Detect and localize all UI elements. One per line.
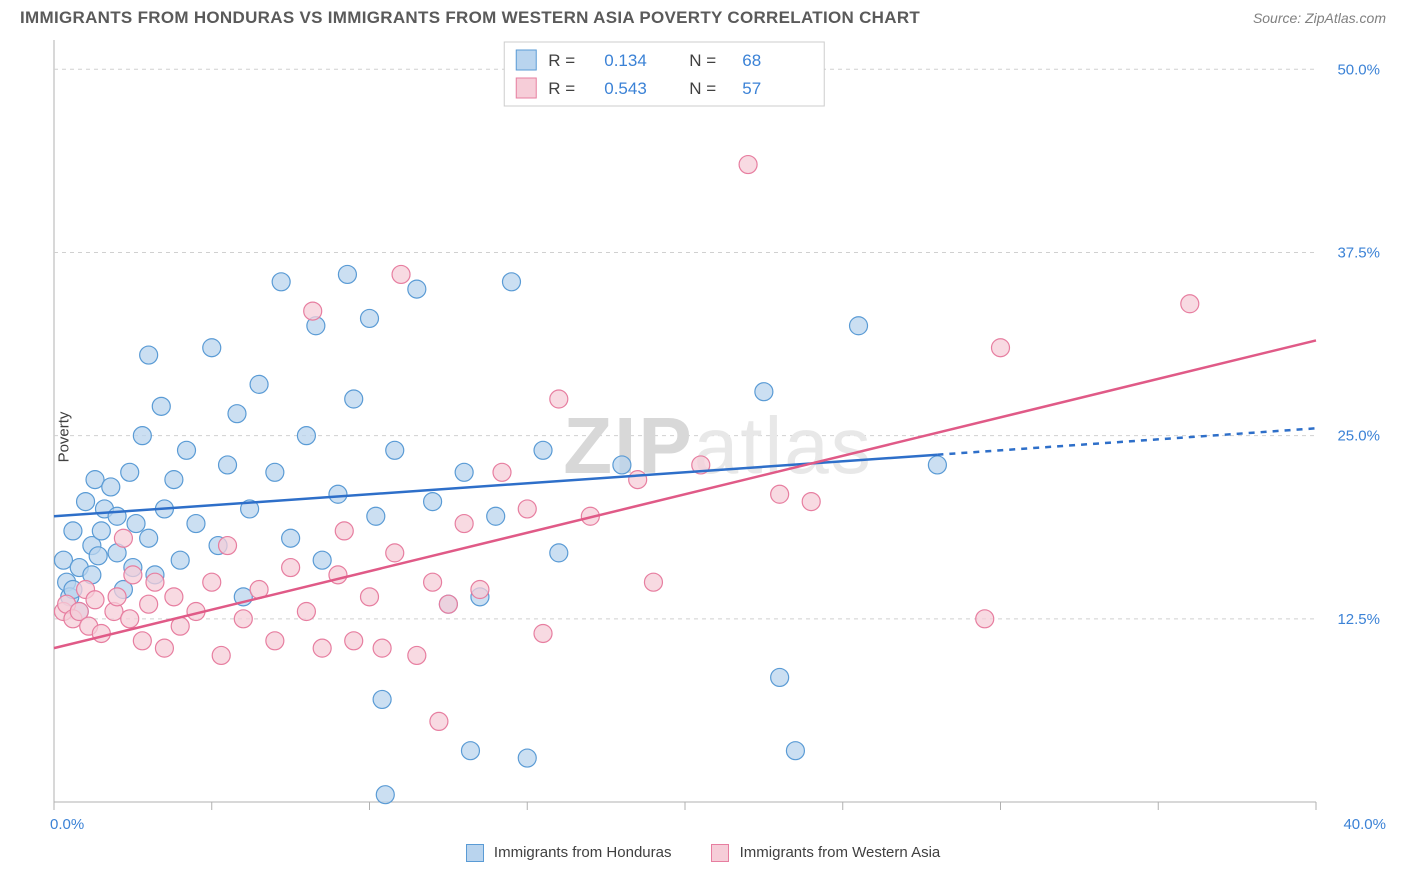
scatter-plot: 12.5%25.0%37.5%50.0%ZIPatlasR =0.134N =6… [50,36,1386,816]
chart-title: IMMIGRANTS FROM HONDURAS VS IMMIGRANTS F… [20,8,920,28]
svg-text:R =: R = [548,79,575,98]
legend-item-honduras: Immigrants from Honduras [466,844,672,862]
source-attribution: Source: ZipAtlas.com [1253,10,1386,26]
svg-text:37.5%: 37.5% [1337,244,1380,261]
x-axis-min-label: 0.0% [50,816,84,833]
svg-text:57: 57 [742,79,761,98]
svg-text:N =: N = [689,79,716,98]
legend-item-western-asia: Immigrants from Western Asia [711,844,940,862]
svg-text:N =: N = [689,51,716,70]
svg-text:50.0%: 50.0% [1337,61,1380,78]
legend-label-honduras: Immigrants from Honduras [494,844,672,861]
svg-text:25.0%: 25.0% [1337,428,1380,445]
y-axis-label: Poverty [56,412,73,463]
svg-text:0.543: 0.543 [604,79,647,98]
svg-text:R =: R = [548,51,575,70]
legend-swatch-honduras [466,844,484,862]
x-axis-max-label: 40.0% [1343,816,1386,833]
bottom-legend: Immigrants from Honduras Immigrants from… [0,838,1406,868]
svg-text:12.5%: 12.5% [1337,611,1380,628]
legend-swatch-western-asia [711,844,729,862]
svg-text:0.134: 0.134 [604,51,647,70]
legend-label-western-asia: Immigrants from Western Asia [740,844,941,861]
svg-text:68: 68 [742,51,761,70]
